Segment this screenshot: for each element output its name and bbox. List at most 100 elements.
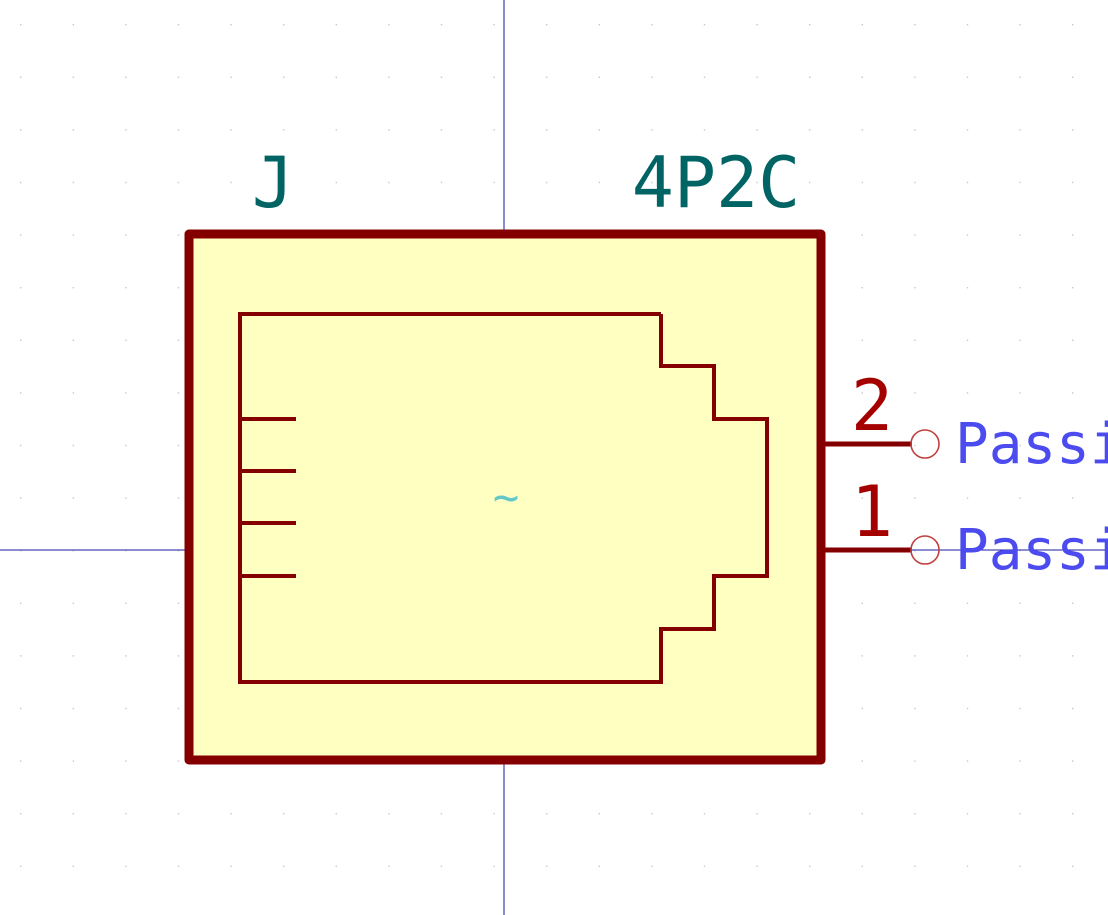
grid-dot bbox=[1019, 497, 1021, 499]
grid-dot bbox=[283, 813, 285, 815]
grid-dot bbox=[756, 865, 758, 867]
grid-dot bbox=[283, 76, 285, 78]
grid-dot bbox=[493, 813, 495, 815]
grid-dot bbox=[283, 181, 285, 184]
grid-dot bbox=[125, 760, 127, 762]
grid-dot bbox=[388, 76, 390, 78]
grid-dot bbox=[1072, 865, 1074, 867]
grid-dot bbox=[861, 392, 863, 394]
grid-dot bbox=[966, 181, 969, 184]
grid-dot bbox=[72, 392, 74, 394]
grid-dot bbox=[1019, 813, 1021, 815]
grid-dot bbox=[177, 181, 180, 184]
grid-dot bbox=[703, 76, 706, 78]
grid-dot bbox=[546, 865, 548, 867]
grid-dot bbox=[72, 550, 74, 552]
grid-dot bbox=[966, 497, 969, 499]
grid-dot bbox=[1019, 392, 1021, 394]
grid-dot bbox=[914, 444, 916, 447]
grid-dot bbox=[914, 707, 916, 710]
grid-dot bbox=[966, 76, 969, 78]
grid-dot bbox=[914, 813, 916, 815]
grid-dot bbox=[966, 392, 969, 394]
grid-dot bbox=[598, 129, 600, 131]
value-field[interactable]: 4P2C bbox=[632, 142, 801, 224]
grid-dot bbox=[72, 444, 74, 447]
grid-dot bbox=[1019, 865, 1021, 867]
grid-dot bbox=[493, 76, 495, 78]
grid-dot bbox=[914, 76, 916, 78]
grid-dot bbox=[598, 24, 600, 26]
grid-dot bbox=[703, 865, 706, 867]
pin-number: 1 bbox=[851, 471, 893, 553]
grid-dot bbox=[966, 339, 969, 341]
grid-dot bbox=[440, 129, 443, 131]
grid-dot bbox=[20, 287, 22, 289]
grid-dot bbox=[966, 655, 969, 657]
grid-dot bbox=[20, 234, 22, 236]
grid-dot bbox=[440, 181, 443, 184]
grid-dot bbox=[861, 655, 863, 657]
grid-dot bbox=[125, 497, 127, 499]
grid-dot bbox=[598, 865, 600, 867]
grid-dot bbox=[546, 129, 548, 131]
grid-dot bbox=[1019, 760, 1021, 762]
grid-dot bbox=[914, 550, 916, 552]
grid-dot bbox=[651, 76, 653, 78]
pin-2[interactable]: 2 Passi bbox=[825, 365, 1108, 477]
grid-dot bbox=[914, 234, 916, 236]
grid-dot bbox=[493, 865, 495, 867]
pin-type-label: Passi bbox=[955, 518, 1108, 583]
grid-dot bbox=[388, 181, 390, 184]
grid-dot bbox=[335, 76, 337, 78]
grid-dot bbox=[440, 24, 443, 26]
grid-dot bbox=[861, 76, 863, 78]
grid-dot bbox=[1019, 181, 1021, 184]
grid-dot bbox=[177, 707, 180, 710]
grid-dot bbox=[546, 813, 548, 815]
grid-dot bbox=[809, 24, 811, 26]
jack-contacts bbox=[240, 417, 296, 578]
pin-endpoint-marker[interactable] bbox=[910, 535, 940, 565]
grid-dot bbox=[283, 24, 285, 26]
grid-dot bbox=[1072, 550, 1074, 552]
grid-dot bbox=[966, 129, 969, 131]
grid-dot bbox=[651, 24, 653, 26]
grid-dot bbox=[125, 444, 127, 447]
grid-dot bbox=[861, 234, 863, 236]
grid-dot bbox=[440, 76, 443, 78]
grid-dot bbox=[177, 760, 180, 762]
pin-1[interactable]: 1 Passi bbox=[825, 471, 1108, 583]
grid-dot bbox=[1072, 76, 1074, 78]
grid-dot bbox=[20, 602, 22, 604]
grid-dot bbox=[20, 760, 22, 762]
pin-endpoint-marker[interactable] bbox=[910, 429, 940, 459]
grid-dot bbox=[72, 497, 74, 499]
grid-dot bbox=[1019, 602, 1021, 604]
grid-dot bbox=[966, 444, 969, 447]
grid-dot bbox=[1019, 287, 1021, 289]
grid-dot bbox=[651, 129, 653, 131]
grid-dot bbox=[388, 865, 390, 867]
grid-dot bbox=[1072, 287, 1074, 289]
grid-dot bbox=[1019, 655, 1021, 657]
grid-dot bbox=[703, 181, 706, 184]
grid-dot bbox=[440, 813, 443, 815]
connector-symbol[interactable]: ~ 2 Passi 1 Passi J 4P2C bbox=[184, 142, 1108, 765]
grid-dot bbox=[125, 813, 127, 815]
grid-dot bbox=[1019, 129, 1021, 131]
reference-field[interactable]: J bbox=[252, 142, 294, 224]
grid-dot bbox=[1019, 24, 1021, 26]
grid-dot bbox=[1019, 707, 1021, 710]
grid-dot bbox=[335, 813, 337, 815]
grid-dot bbox=[72, 234, 74, 236]
grid-dot bbox=[177, 339, 180, 341]
grid-dot bbox=[440, 865, 443, 867]
grid-dot bbox=[756, 181, 758, 184]
grid-dot bbox=[72, 339, 74, 341]
grid-dot bbox=[809, 813, 811, 815]
grid-dot bbox=[598, 76, 600, 78]
grid-dot bbox=[914, 287, 916, 289]
symbol-body-rectangle[interactable] bbox=[184, 229, 826, 765]
